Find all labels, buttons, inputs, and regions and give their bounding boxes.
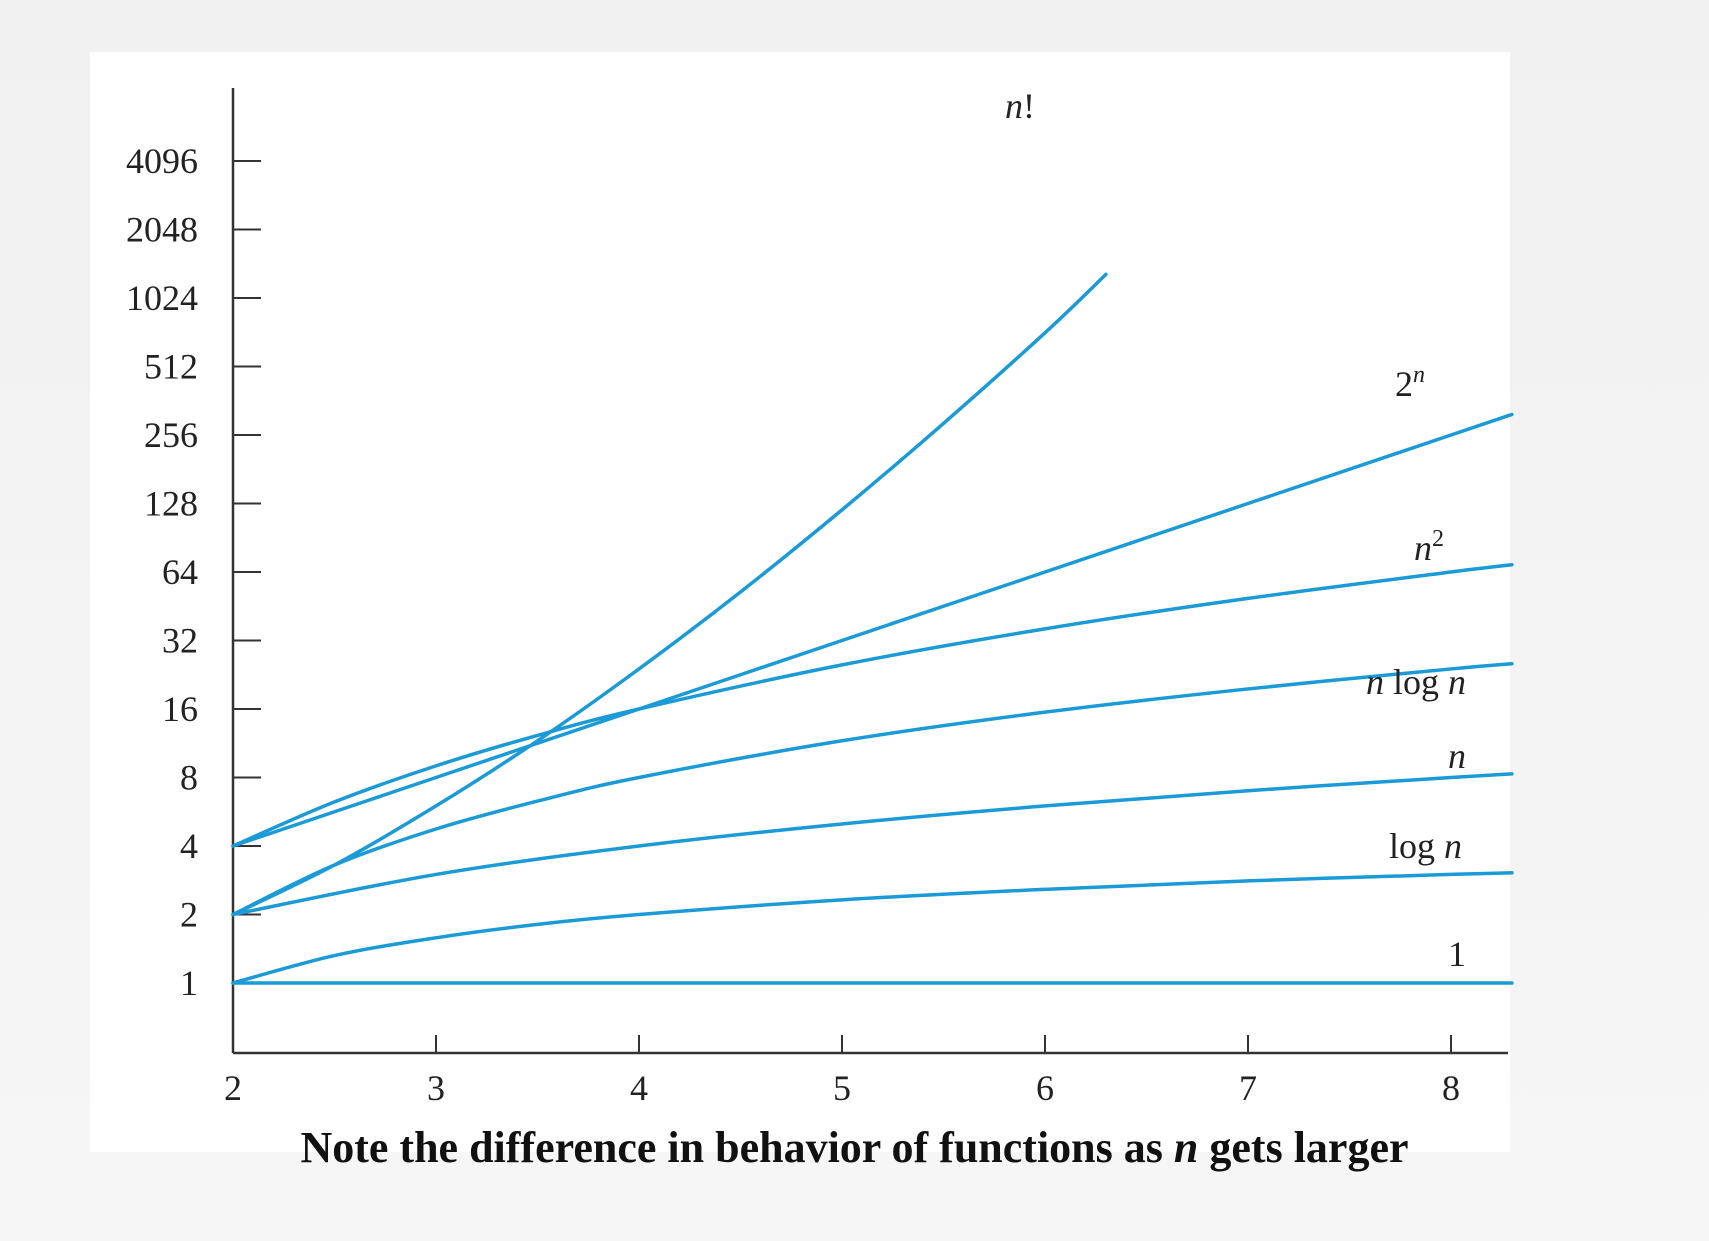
series-label-part: ! [1023,86,1035,126]
y-tick-label: 64 [162,552,198,592]
y-tick-label: 4096 [126,141,198,181]
series-label-part: n [1448,662,1466,702]
x-tick-label: 5 [833,1068,851,1108]
series-label-part: n [1005,86,1023,126]
y-tick-label: 512 [144,347,198,387]
y-tick-label: 32 [162,621,198,661]
series-line-n2 [231,562,1514,848]
series-line-nfact [231,272,1108,917]
series-label-part: log [1384,662,1448,702]
series-label-2n: 2n [1395,362,1425,404]
x-tick-label: 8 [1442,1068,1460,1108]
series-label-logn: log n [1389,826,1462,866]
axes: 1 2 4 8 16 32 64 128 256 512 1024 2048 4096 2 3 4 5 6 7 8 [126,88,1508,1108]
series-label-one: 1 [1448,934,1466,974]
series-label-part: n [1444,826,1462,866]
series-label-part: 2 [1395,364,1413,404]
series-label-part: n [1414,528,1432,568]
x-tick-label: 7 [1239,1068,1257,1108]
y-tick-label: 16 [162,689,198,729]
x-tick-label: 2 [224,1068,242,1108]
y-tick-label: 256 [144,415,198,455]
y-tick-label: 4 [180,826,198,866]
series-label-part: n [1448,736,1466,776]
series-label-n: n [1448,736,1466,776]
y-tick-label: 1024 [126,278,198,318]
y-tick-label: 2 [180,895,198,935]
caption-before: Note the difference in behavior of funct… [300,1123,1174,1172]
y-tick-label: 2048 [126,210,198,250]
series-label-n2: n2 [1414,526,1444,568]
series-line-logn [231,871,1514,985]
series-label-part: n [1366,662,1384,702]
series-label-part: log [1389,826,1444,866]
series-label-part: 1 [1448,934,1466,974]
chart-panel [90,52,1510,1152]
series-label-part: n [1413,362,1425,388]
series-label-nlogn: n log n [1366,662,1466,702]
x-tick-label: 3 [427,1068,445,1108]
caption-after: gets larger [1198,1123,1409,1172]
series-line-n [231,772,1514,917]
series-line-nlogn [231,661,1514,917]
series-label-nfact: n! [1005,86,1035,126]
y-tick-label: 1 [180,963,198,1003]
y-tick-label: 8 [180,758,198,798]
chart-caption: Note the difference in behavior of funct… [0,1122,1709,1173]
y-tick-label: 128 [144,484,198,524]
series-label-part: 2 [1432,526,1444,552]
x-tick-label: 4 [630,1068,648,1108]
caption-variable: n [1173,1123,1199,1172]
x-tick-label: 6 [1036,1068,1054,1108]
series-line-2n [231,412,1514,848]
curves [231,272,1514,985]
